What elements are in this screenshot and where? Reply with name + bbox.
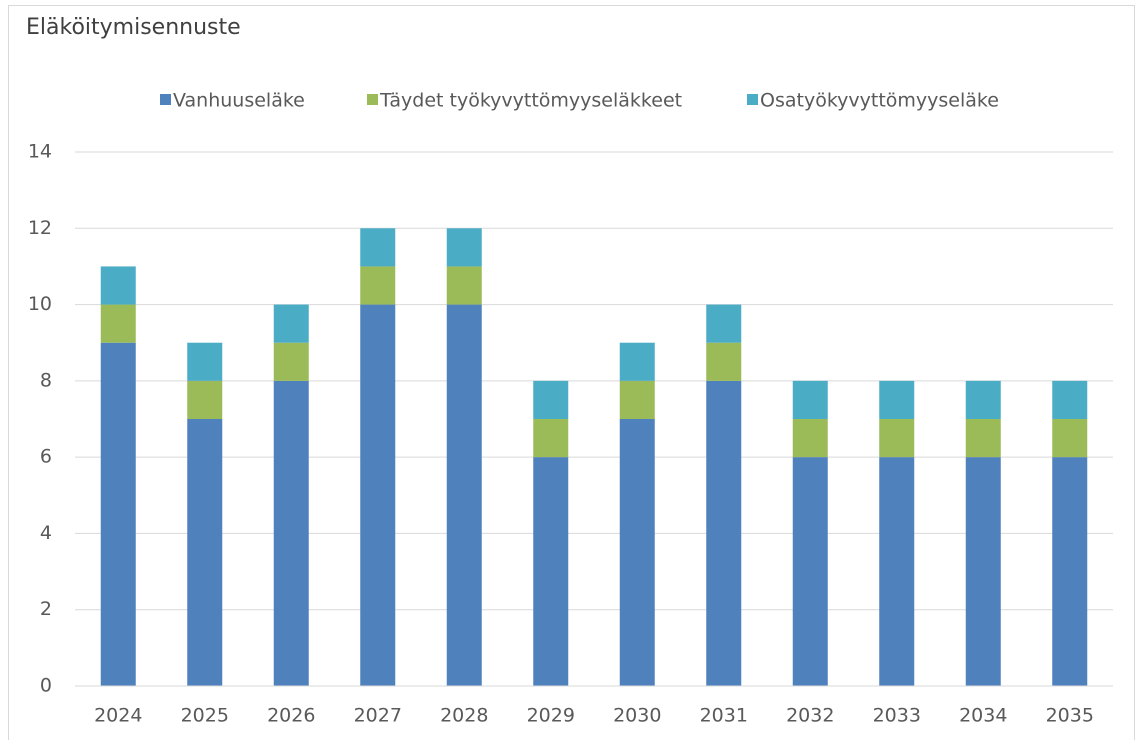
y-tick-label: 8	[40, 369, 52, 391]
bar-segment	[792, 457, 828, 686]
bar-segment	[446, 228, 482, 267]
bar-segment	[187, 380, 223, 419]
bar-segment	[879, 380, 915, 419]
legend-label: Täydet työkyvyttömyyseläkkeet	[379, 90, 682, 112]
bar-segment	[533, 380, 569, 419]
bar-segment	[619, 419, 655, 686]
x-tick-label: 2033	[873, 705, 921, 727]
bar-segment	[446, 304, 482, 686]
bar-segment	[965, 380, 1001, 419]
chart-frame	[8, 5, 1135, 740]
x-tick-label: 2027	[354, 705, 402, 727]
y-tick-label: 10	[28, 293, 52, 315]
x-tick-label: 2025	[181, 705, 229, 727]
bar-segment	[273, 380, 309, 686]
x-tick-label: 2024	[94, 705, 142, 727]
bar-segment	[1052, 457, 1088, 686]
x-tick-label: 2034	[959, 705, 1007, 727]
bar-segment	[619, 380, 655, 419]
bar-segment	[446, 266, 482, 305]
x-tick-label: 2035	[1046, 705, 1094, 727]
bar-segment	[706, 342, 742, 381]
bar-segment	[360, 266, 396, 305]
y-tick-label: 2	[40, 598, 52, 620]
chart-title: Eläköitymisennuste	[26, 15, 241, 40]
x-tick-label: 2029	[527, 705, 575, 727]
y-tick-label: 6	[40, 446, 52, 468]
y-tick-label: 12	[28, 217, 52, 239]
legend-swatch	[367, 94, 378, 105]
bar-segment	[273, 342, 309, 381]
x-tick-label: 2030	[613, 705, 661, 727]
bar-segment	[360, 228, 396, 267]
bar-segment	[792, 380, 828, 419]
bar-segment	[360, 304, 396, 686]
bar-segment	[1052, 380, 1088, 419]
x-tick-label: 2031	[700, 705, 748, 727]
x-tick-label: 2028	[440, 705, 488, 727]
bar-segment	[533, 457, 569, 686]
x-tick-label: 2026	[267, 705, 315, 727]
bar-segment	[187, 419, 223, 686]
y-tick-label: 4	[40, 522, 52, 544]
bar-segment	[1052, 419, 1088, 458]
legend-swatch	[747, 94, 758, 105]
bar-segment	[273, 304, 309, 343]
bar-segment	[706, 380, 742, 686]
bar-segment	[879, 419, 915, 458]
bar-segment	[706, 304, 742, 343]
x-tick-label: 2032	[786, 705, 834, 727]
legend-swatch	[160, 94, 171, 105]
bar-segment	[100, 266, 136, 305]
bar-segment	[965, 457, 1001, 686]
y-tick-label: 14	[28, 141, 52, 163]
y-tick-label: 0	[40, 675, 52, 697]
bar-segment	[879, 457, 915, 686]
bar-segment	[533, 419, 569, 458]
bar-segment	[100, 342, 136, 686]
bar-segment	[619, 342, 655, 381]
legend-label: Osatyökyvyttömyyseläke	[760, 90, 999, 112]
bar-segment	[187, 342, 223, 381]
bar-segment	[965, 419, 1001, 458]
bar-segment	[792, 419, 828, 458]
legend-label: Vanhuuseläke	[173, 90, 305, 112]
bar-segment	[100, 304, 136, 343]
